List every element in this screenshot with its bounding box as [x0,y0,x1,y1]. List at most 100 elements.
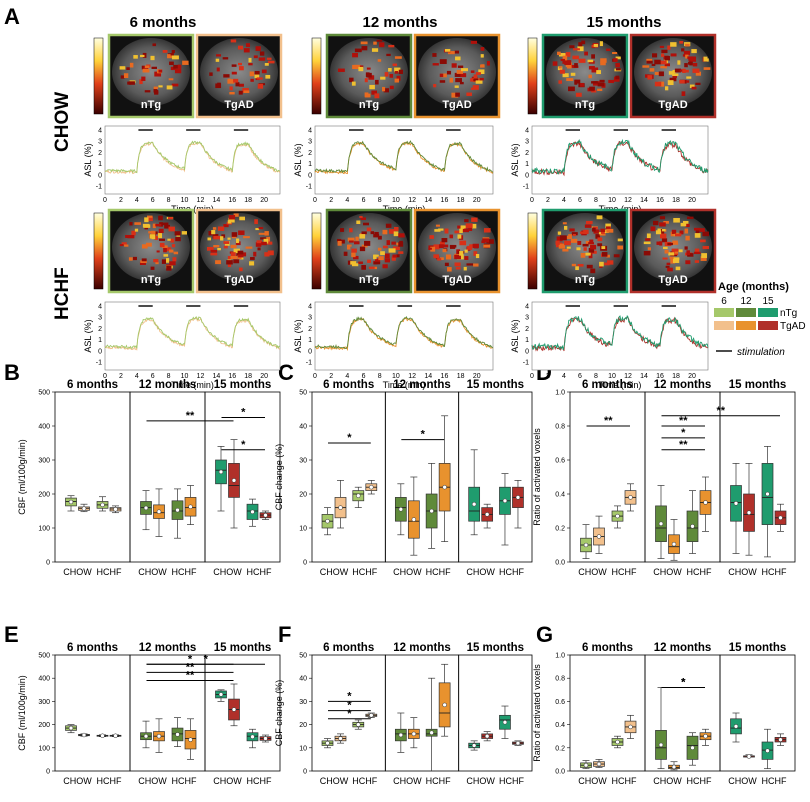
asl-trace [314,316,494,349]
activation-voxel [266,57,272,60]
age-header: 6 months [67,379,118,391]
ytick: 1 [525,337,529,344]
activation-voxel [212,227,217,230]
panel-letter-A: A [4,4,20,29]
activation-voxel [597,243,603,247]
diet-label: CHOW [393,567,422,577]
brain-shape [112,213,190,281]
activation-voxel [552,61,558,66]
activation-voxel [606,48,611,52]
ytick-label: 400 [38,424,50,431]
activation-voxel [673,218,680,223]
activation-voxel [463,266,467,271]
activation-voxel [150,266,155,270]
activation-voxel [588,60,595,64]
activation-voxel [158,228,164,234]
activation-voxel [353,255,359,260]
activation-voxel [598,232,603,235]
activation-voxel [370,231,375,235]
legend-swatch-ntg [758,308,778,317]
activation-voxel [593,229,600,234]
xtick: 18 [457,373,465,380]
activation-voxel [267,60,275,64]
activation-voxel [373,261,381,265]
mean-marker [100,502,105,508]
activation-voxel [592,227,596,232]
mean-marker [658,742,664,748]
asl-trace [314,140,494,174]
age-header: 6 months [323,379,374,391]
xtick: 12 [408,197,416,204]
asl-trace [105,316,281,350]
activation-voxel [471,217,478,222]
activation-voxel [394,71,399,74]
activation-voxel [645,238,651,241]
activation-voxel [238,253,244,258]
activation-voxel [643,241,651,245]
activation-voxel [257,247,261,251]
activation-voxel [168,78,174,81]
brain-border-nTg [541,33,629,119]
timeseries-frame [531,125,709,195]
activation-voxel [258,232,265,235]
brain-label-TgAD: TgAD [658,99,687,111]
xtick: 0 [530,197,534,204]
asl-trace [105,140,281,174]
activation-voxel [375,79,379,85]
chart-E: 6 months 12 months 15 months 0 100 200 300 400 5… [17,642,281,786]
activation-voxel [482,238,490,243]
xtick: 14 [424,197,432,204]
ytick-label: 0.4 [555,492,565,499]
xtick: 2 [119,373,123,380]
activation-voxel [664,55,670,61]
significance-star: * [347,432,352,444]
xtick: 0 [313,373,317,380]
activation-voxel [337,240,342,246]
brain-label-nTg: nTg [359,274,379,286]
activation-voxel [254,219,258,225]
age-frame [54,654,131,772]
age-frame [204,654,281,772]
activation-voxel [169,261,176,266]
chart-D: 6 months 12 months 15 months 0.0 0.2 0.4 0.6 0.… [532,379,796,577]
activation-voxel [157,233,162,238]
activation-voxel [134,222,141,225]
ytick-label: 1.0 [555,390,565,397]
activation-voxel [667,80,674,86]
legend: Age (months) 6 12 15 nTg TgAD stimulation [714,281,806,358]
activation-voxel [153,86,158,90]
activation-voxel [650,226,656,232]
diet-label: HCHF [687,567,712,577]
mean-marker [628,495,633,500]
brain-label-nTg: nTg [141,274,161,286]
timeseries-frame [531,301,709,371]
mean-marker [733,724,739,729]
activation-voxel [361,265,366,270]
activation-voxel [161,259,166,264]
ylabel: ASL (%) [293,143,303,176]
activation-voxel [600,58,607,63]
age-header: 15 months [729,379,787,391]
activation-voxel [663,221,669,224]
significance-star: * [681,676,686,688]
mean-marker [113,733,118,738]
activation-voxel [360,41,368,45]
activation-voxel [562,248,569,252]
diet-label: HCHF [612,567,637,577]
ytick: 1 [525,161,529,168]
activation-voxel [257,83,264,89]
significance-star: * [681,676,686,688]
activation-voxel [123,73,129,79]
legend-stim-label: stimulation [737,347,785,358]
activation-voxel [558,80,562,84]
activation-voxel [670,258,676,264]
activation-voxel [486,61,490,66]
activation-voxel [394,67,401,73]
activation-voxel [694,260,700,263]
diet-label: HCHF [247,776,272,786]
activation-voxel [360,217,366,221]
activation-voxel [694,233,701,238]
activation-voxel [665,265,670,268]
activation-voxel [444,49,451,52]
activation-voxel [133,256,137,261]
